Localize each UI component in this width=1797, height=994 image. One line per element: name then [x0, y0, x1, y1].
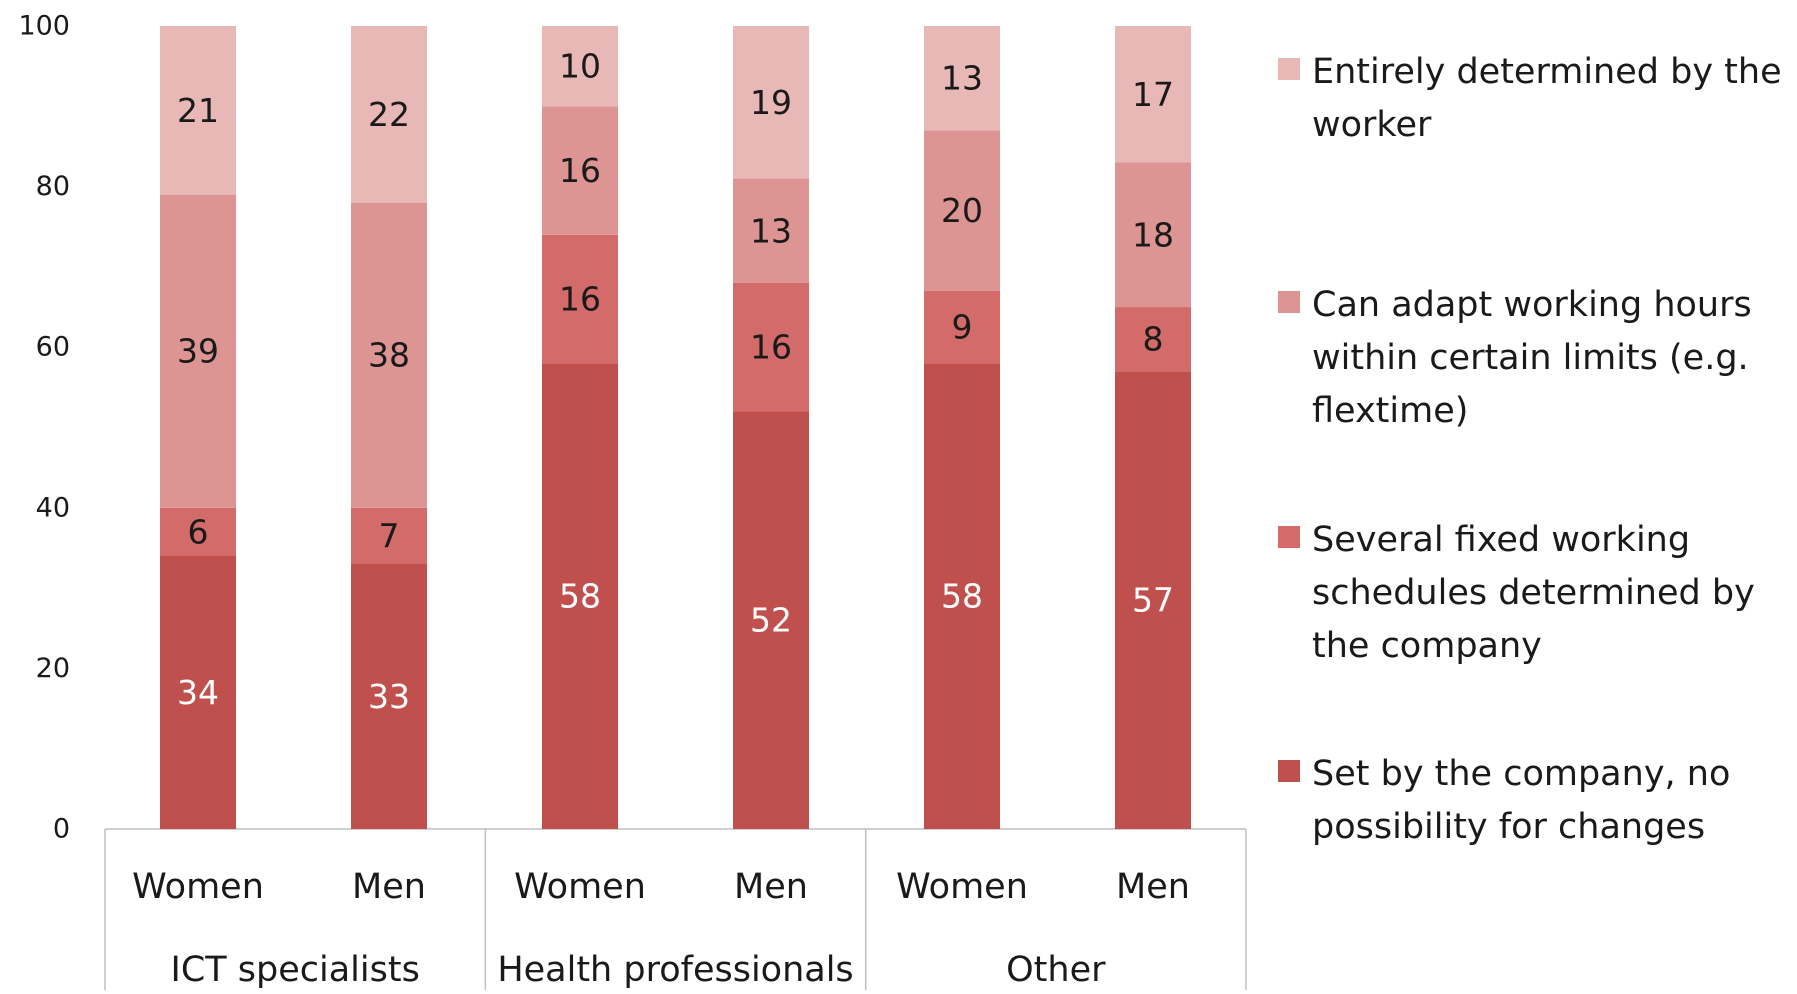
bar-segment: [1115, 371, 1191, 829]
data-label: 58: [941, 577, 983, 616]
bar-segment: [1115, 162, 1191, 308]
x-category-label: Men: [352, 867, 426, 907]
y-tick-label: 100: [18, 11, 70, 42]
y-tick-label: 40: [36, 492, 70, 523]
data-label: 13: [941, 59, 983, 98]
bar-segment: [160, 555, 236, 829]
bar-segment: [924, 26, 1000, 131]
data-label: 38: [368, 336, 410, 375]
data-label: 9: [952, 308, 973, 347]
data-label: 7: [379, 516, 400, 555]
y-tick-label: 20: [36, 653, 70, 684]
data-label: 34: [177, 673, 219, 712]
bar-segment: [160, 26, 236, 195]
data-label: 13: [750, 211, 792, 250]
data-label: 20: [941, 191, 983, 230]
bar-segment: [1115, 307, 1191, 372]
x-group-label: ICT specialists: [171, 950, 420, 990]
x-group-label: Health professionals: [497, 950, 853, 990]
data-label: 57: [1132, 581, 1174, 620]
data-label: 16: [750, 328, 792, 367]
legend-label: Entirely determined by the worker: [1312, 52, 1782, 145]
bar-segment: [733, 178, 809, 283]
data-label: 22: [368, 95, 410, 134]
data-label: 6: [188, 512, 209, 551]
bar-segment: [351, 202, 427, 508]
legend-swatch: [1278, 291, 1300, 313]
y-tick-label: 80: [36, 171, 70, 202]
data-label: 33: [368, 677, 410, 716]
legend-label: Several fixed working schedules determin…: [1312, 520, 1755, 666]
bar-segment: [351, 26, 427, 203]
data-label: 52: [750, 601, 792, 640]
data-label: 21: [177, 91, 219, 130]
data-label: 58: [559, 577, 601, 616]
bar-segment: [733, 282, 809, 412]
bar-segment: [351, 564, 427, 829]
bar-segment: [924, 363, 1000, 829]
data-label: 18: [1132, 215, 1174, 254]
data-label: 39: [177, 332, 219, 371]
bar-segment: [351, 507, 427, 565]
legend-label: Set by the company, no possibility for c…: [1312, 754, 1731, 847]
bar-segment: [160, 507, 236, 556]
legend-swatch: [1278, 760, 1300, 782]
bar-segment: [542, 363, 618, 829]
bar-segment: [733, 411, 809, 829]
bar-segment: [542, 234, 618, 364]
x-category-label: Women: [514, 867, 646, 907]
bar-segment: [160, 194, 236, 508]
x-category-label: Women: [132, 867, 264, 907]
bar-segment: [733, 26, 809, 179]
x-category-label: Men: [1116, 867, 1190, 907]
bar-segment: [924, 130, 1000, 291]
data-label: 16: [559, 280, 601, 319]
data-label: 17: [1132, 75, 1174, 114]
data-label: 16: [559, 151, 601, 190]
data-label: 19: [750, 83, 792, 122]
legend-swatch: [1278, 58, 1300, 80]
data-label: 10: [559, 47, 601, 86]
legend-swatch: [1278, 526, 1300, 548]
x-group-label: Other: [1006, 950, 1106, 990]
x-category-label: Women: [896, 867, 1028, 907]
bar-segment: [1115, 26, 1191, 163]
legend-label: Can adapt working hours within certain l…: [1312, 285, 1752, 431]
y-tick-label: 0: [53, 814, 70, 845]
bar-segment: [542, 106, 618, 235]
bar-segment: [924, 290, 1000, 364]
data-label: 8: [1143, 320, 1164, 359]
x-category-label: Men: [734, 867, 808, 907]
y-tick-label: 60: [36, 332, 70, 363]
bar-segment: [542, 26, 618, 107]
